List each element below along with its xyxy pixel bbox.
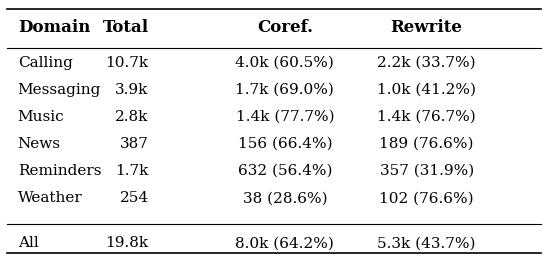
Text: Calling: Calling — [18, 56, 73, 70]
Text: 1.4k (77.7%): 1.4k (77.7%) — [236, 110, 334, 124]
Text: Total: Total — [102, 19, 149, 36]
Text: 156 (66.4%): 156 (66.4%) — [238, 137, 332, 151]
Text: 5.3k (43.7%): 5.3k (43.7%) — [378, 236, 476, 250]
Text: 10.7k: 10.7k — [105, 56, 149, 70]
Text: 1.0k (41.2%): 1.0k (41.2%) — [377, 83, 476, 97]
Text: 2.8k: 2.8k — [115, 110, 149, 124]
Text: 38 (28.6%): 38 (28.6%) — [243, 191, 327, 205]
Text: Music: Music — [18, 110, 64, 124]
Text: 632 (56.4%): 632 (56.4%) — [238, 164, 332, 178]
Text: 102 (76.6%): 102 (76.6%) — [379, 191, 474, 205]
Text: 1.4k (76.7%): 1.4k (76.7%) — [377, 110, 476, 124]
Text: 19.8k: 19.8k — [105, 236, 149, 250]
Text: Weather: Weather — [18, 191, 83, 205]
Text: 254: 254 — [119, 191, 149, 205]
Text: Rewrite: Rewrite — [391, 19, 463, 36]
Text: 189 (76.6%): 189 (76.6%) — [379, 137, 474, 151]
Text: 357 (31.9%): 357 (31.9%) — [380, 164, 474, 178]
Text: 387: 387 — [119, 137, 149, 151]
Text: Messaging: Messaging — [18, 83, 101, 97]
Text: News: News — [18, 137, 61, 151]
Text: 3.9k: 3.9k — [115, 83, 149, 97]
Text: Reminders: Reminders — [18, 164, 101, 178]
Text: 4.0k (60.5%): 4.0k (60.5%) — [236, 56, 334, 70]
Text: Domain: Domain — [18, 19, 90, 36]
Text: 1.7k (69.0%): 1.7k (69.0%) — [236, 83, 334, 97]
Text: 1.7k: 1.7k — [115, 164, 149, 178]
Text: All: All — [18, 236, 38, 250]
Text: 2.2k (33.7%): 2.2k (33.7%) — [378, 56, 476, 70]
Text: Coref.: Coref. — [257, 19, 313, 36]
Text: 8.0k (64.2%): 8.0k (64.2%) — [236, 236, 334, 250]
